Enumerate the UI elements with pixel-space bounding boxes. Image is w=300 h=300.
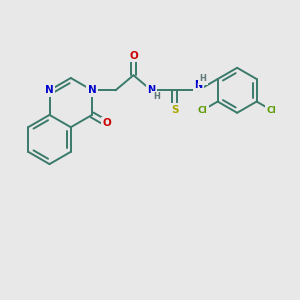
- Text: N: N: [45, 85, 54, 95]
- Text: Cl: Cl: [267, 106, 276, 115]
- Text: O: O: [129, 51, 138, 61]
- Text: N: N: [88, 85, 97, 95]
- Text: H: H: [200, 74, 206, 83]
- Text: N: N: [147, 85, 155, 95]
- Text: H: H: [153, 92, 160, 101]
- Text: O: O: [102, 118, 111, 128]
- Text: Cl: Cl: [198, 106, 208, 115]
- Text: S: S: [171, 105, 178, 115]
- Text: N: N: [194, 80, 202, 90]
